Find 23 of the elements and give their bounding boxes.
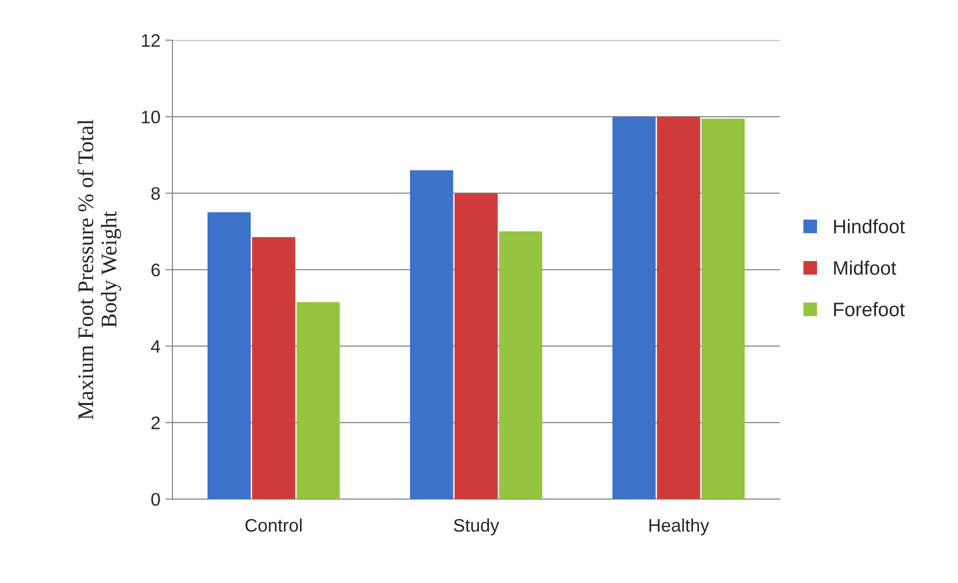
y-tick-label: 0: [151, 492, 160, 506]
x-tick-label: Control: [245, 518, 302, 532]
bar: [656, 116, 700, 500]
y-tick-label: 2: [152, 416, 160, 430]
x-tick-label: Healthy: [649, 518, 710, 536]
y-tick-label: 6: [152, 264, 160, 276]
bar: [208, 212, 251, 500]
y-tick-label: 8: [151, 187, 160, 200]
bar: [612, 116, 656, 500]
bar: [454, 193, 498, 500]
y-axis-title: Maxium Foot Pressure % of Total Body Weight: [77, 120, 122, 420]
legend-label: Midfoot: [834, 260, 896, 275]
bar: [499, 231, 542, 500]
legend-label: Forefoot: [834, 302, 905, 316]
x-tick-label: Study: [454, 518, 500, 536]
legend-label: Hindfoot: [834, 219, 905, 234]
y-tick-label: 12: [142, 34, 160, 47]
bar: [252, 237, 296, 500]
y-tick-label: 4: [151, 340, 160, 353]
bar: [410, 170, 454, 500]
bar: [702, 118, 745, 500]
bar: [296, 302, 340, 500]
y-tick-label: 10: [142, 110, 160, 124]
